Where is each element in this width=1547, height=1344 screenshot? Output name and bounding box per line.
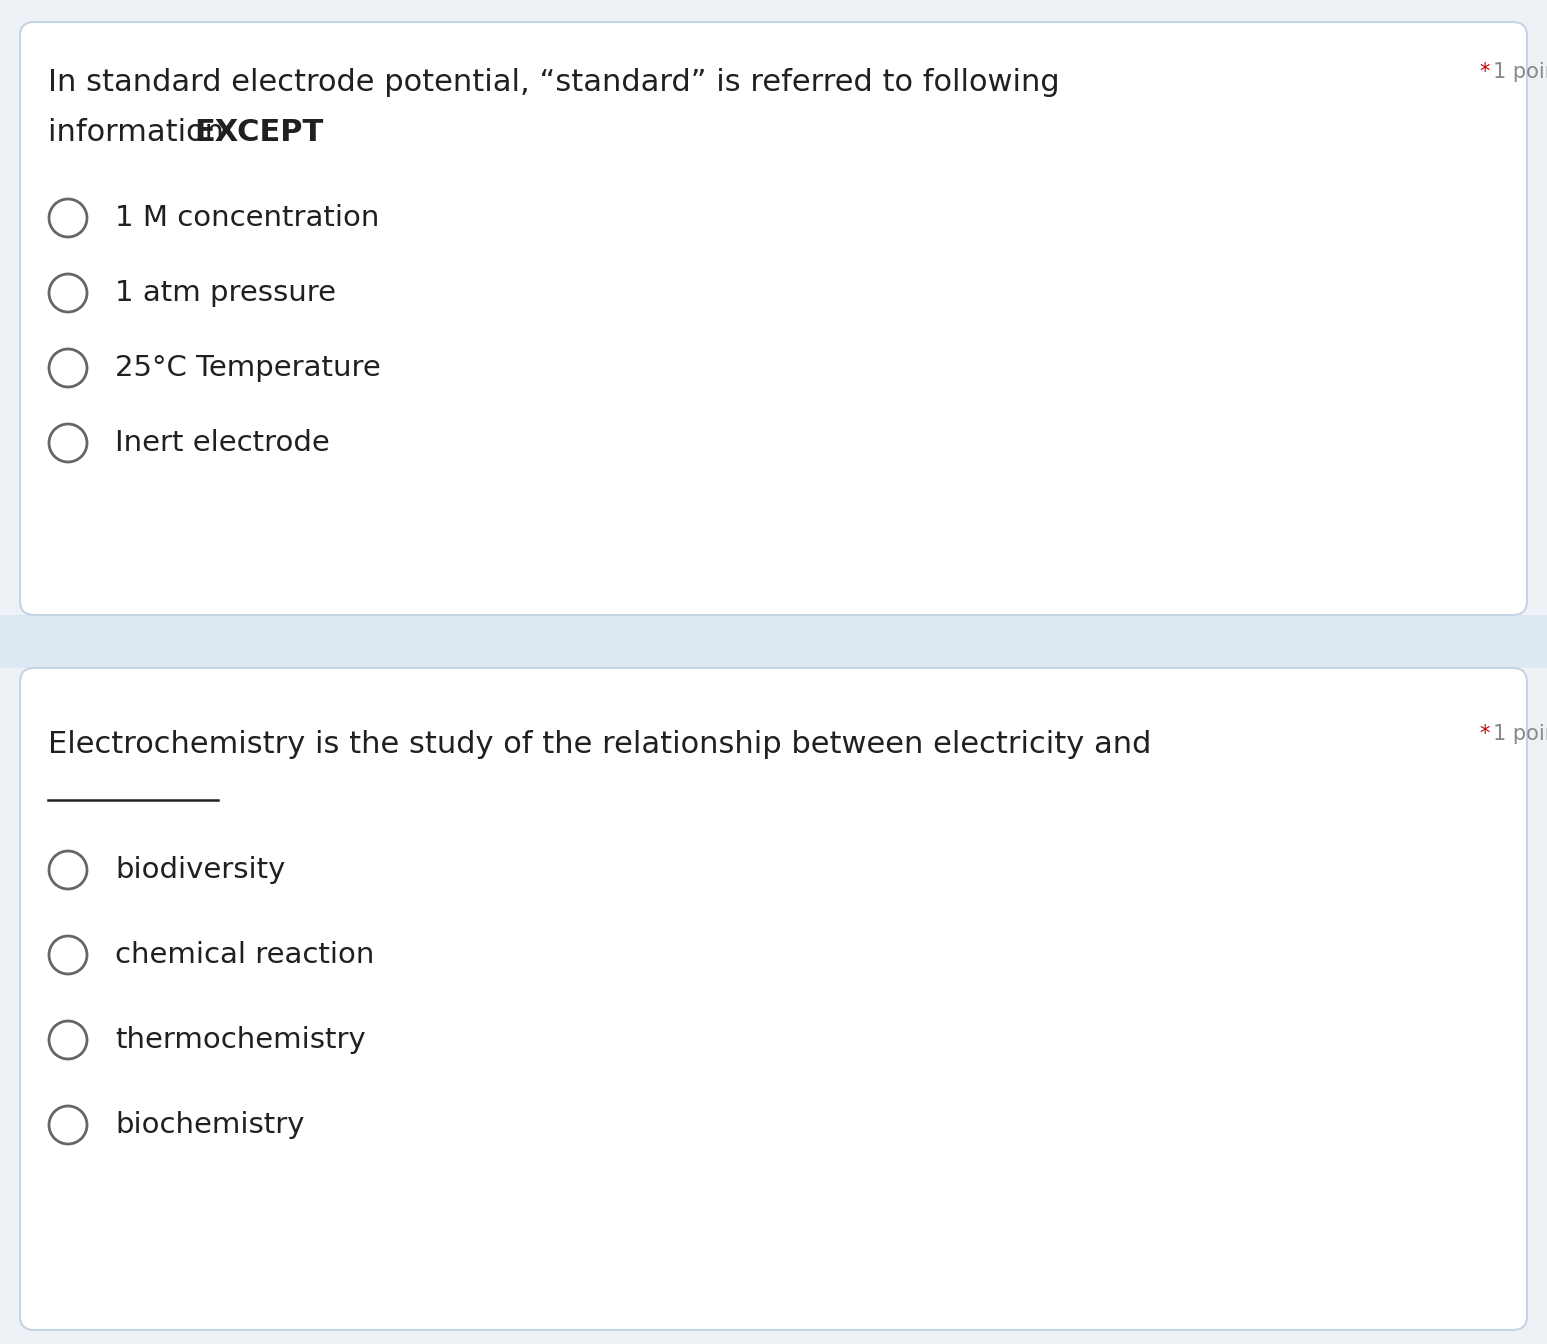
Text: EXCEPT: EXCEPT xyxy=(195,118,323,146)
Text: 25°C Temperature: 25°C Temperature xyxy=(114,353,381,382)
Text: thermochemistry: thermochemistry xyxy=(114,1025,365,1054)
Text: 1 M concentration: 1 M concentration xyxy=(114,204,379,233)
FancyBboxPatch shape xyxy=(20,668,1527,1331)
Text: 1 point: 1 point xyxy=(1493,62,1547,82)
Text: biodiversity: biodiversity xyxy=(114,856,285,884)
Text: Electrochemistry is the study of the relationship between electricity and: Electrochemistry is the study of the rel… xyxy=(48,730,1151,759)
Text: chemical reaction: chemical reaction xyxy=(114,941,374,969)
FancyBboxPatch shape xyxy=(20,22,1527,616)
Text: *: * xyxy=(1480,62,1497,82)
Text: Inert electrode: Inert electrode xyxy=(114,429,330,457)
Text: 1 point: 1 point xyxy=(1493,724,1547,745)
Text: information: information xyxy=(48,118,234,146)
Text: *: * xyxy=(1480,724,1497,745)
Text: In standard electrode potential, “standard” is referred to following: In standard electrode potential, “standa… xyxy=(48,69,1060,97)
Text: 1 atm pressure: 1 atm pressure xyxy=(114,280,336,306)
Bar xyxy=(0,616,1547,668)
Text: biochemistry: biochemistry xyxy=(114,1111,305,1138)
